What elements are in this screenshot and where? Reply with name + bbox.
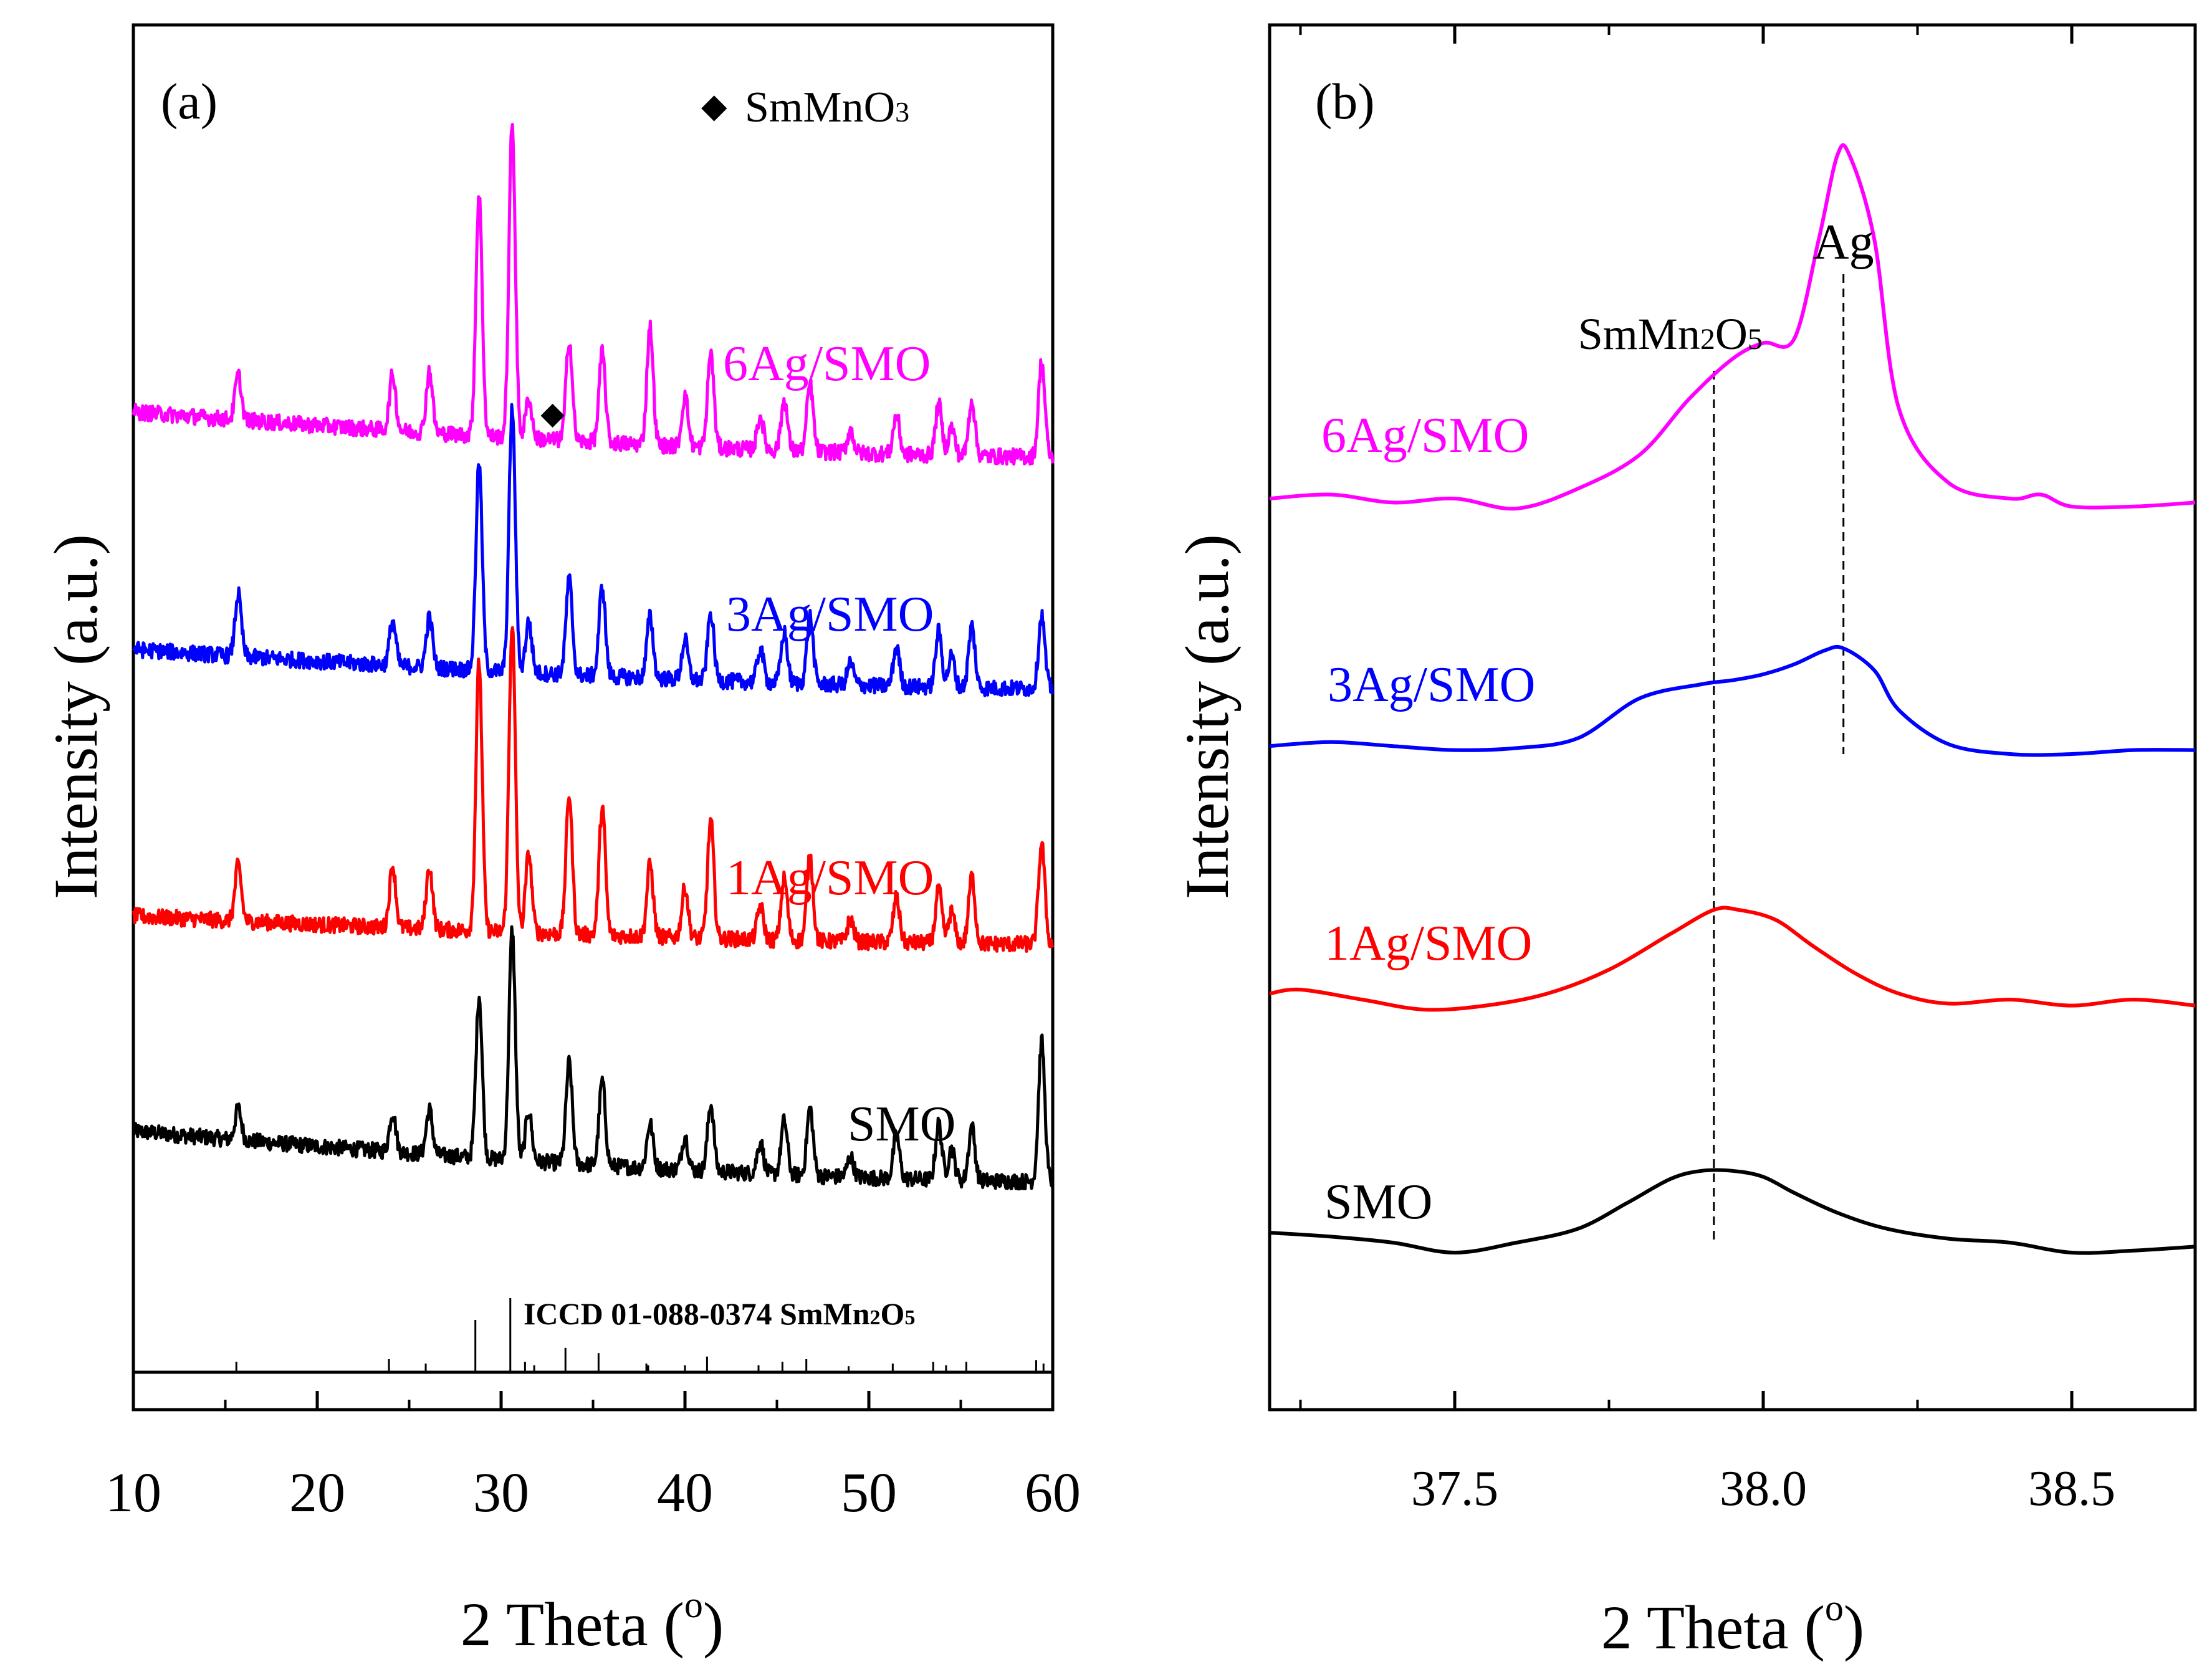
x-tick-label-b-38-5: 38.5	[2028, 1461, 2115, 1516]
series-label-smo: SMO	[848, 1097, 955, 1152]
x-axis-label-b: 2 Theta (o)	[1601, 1587, 1864, 1662]
phase-marker-smmno3: ◆	[540, 396, 565, 431]
trace-a-6ag-smo	[132, 123, 1055, 466]
y-axis-label-b: Intensity (a.u.)	[1172, 534, 1242, 899]
x-tick-label-a-50: 50	[841, 1462, 897, 1524]
x-ticks-b: 37.5 38.0 38.5	[1299, 25, 2115, 1516]
series-label-3ag: 3Ag/SMO	[726, 587, 934, 642]
reference-sticks	[235, 1298, 1045, 1372]
panel-label-b: (b)	[1315, 73, 1375, 130]
trace-b-6ag-smo	[1269, 143, 2196, 511]
plot-frame-b	[1268, 23, 2197, 1412]
x-tick-label-a-20: 20	[289, 1462, 345, 1524]
trace-b-1ag-smo	[1269, 905, 2196, 1012]
annotation-smmn2o5: SmMn2O5	[1578, 309, 1763, 359]
panel-b: 37.5 38.0 38.5 (b) Ag SmMn2O5 6Ag/SMO 3Ag/…	[1172, 23, 2197, 1662]
panel-a: 10 20 30 40 50 60 (a) ◆ SmMnO3 ◆ 6Ag/SMO 3Ag/…	[41, 23, 1081, 1659]
trace-a-1ag-smo	[132, 626, 1055, 953]
series-label-3ag-b: 3Ag/SMO	[1328, 657, 1535, 712]
trace-a-3ag-smo	[132, 403, 1055, 697]
x-tick-label-a-40: 40	[657, 1462, 713, 1524]
x-axis-label-a: 2 Theta (o)	[461, 1584, 724, 1659]
series-label-6ag-b: 6Ag/SMO	[1321, 408, 1529, 463]
x-tick-label-b-38-0: 38.0	[1720, 1461, 1807, 1516]
xrd-traces-a	[132, 123, 1055, 1191]
reference-label: ICCD 01-088-0374 SmMn2O5	[524, 1296, 915, 1331]
panel-label-a: (a)	[161, 73, 218, 130]
series-label-1ag-b: 1Ag/SMO	[1324, 916, 1532, 971]
trace-b-smo	[1269, 1168, 2196, 1255]
plot-frame-a	[132, 23, 1055, 1412]
annotation-ag: Ag	[1813, 215, 1874, 270]
xrd-traces-b	[1269, 143, 2196, 1255]
x-ticks-a: 10 20 30 40 50 60	[105, 1391, 1081, 1524]
trace-b-3ag-smo	[1269, 644, 2196, 757]
legend-marker-a: ◆	[701, 87, 727, 125]
x-tick-label-b-37-5: 37.5	[1411, 1461, 1498, 1516]
series-label-1ag: 1Ag/SMO	[726, 851, 934, 905]
series-label-6ag: 6Ag/SMO	[723, 337, 931, 391]
series-label-smo-b: SMO	[1324, 1175, 1432, 1230]
x-tick-label-a-60: 60	[1025, 1462, 1081, 1524]
trace-a-smo	[132, 925, 1055, 1191]
legend-label-smmno3: SmMnO3	[745, 84, 909, 131]
x-tick-label-a-30: 30	[473, 1462, 529, 1524]
y-axis-label-a: Intensity (a.u.)	[41, 534, 110, 899]
peak-guide-lines	[1713, 274, 1845, 1240]
x-tick-label-a-10: 10	[105, 1462, 161, 1524]
